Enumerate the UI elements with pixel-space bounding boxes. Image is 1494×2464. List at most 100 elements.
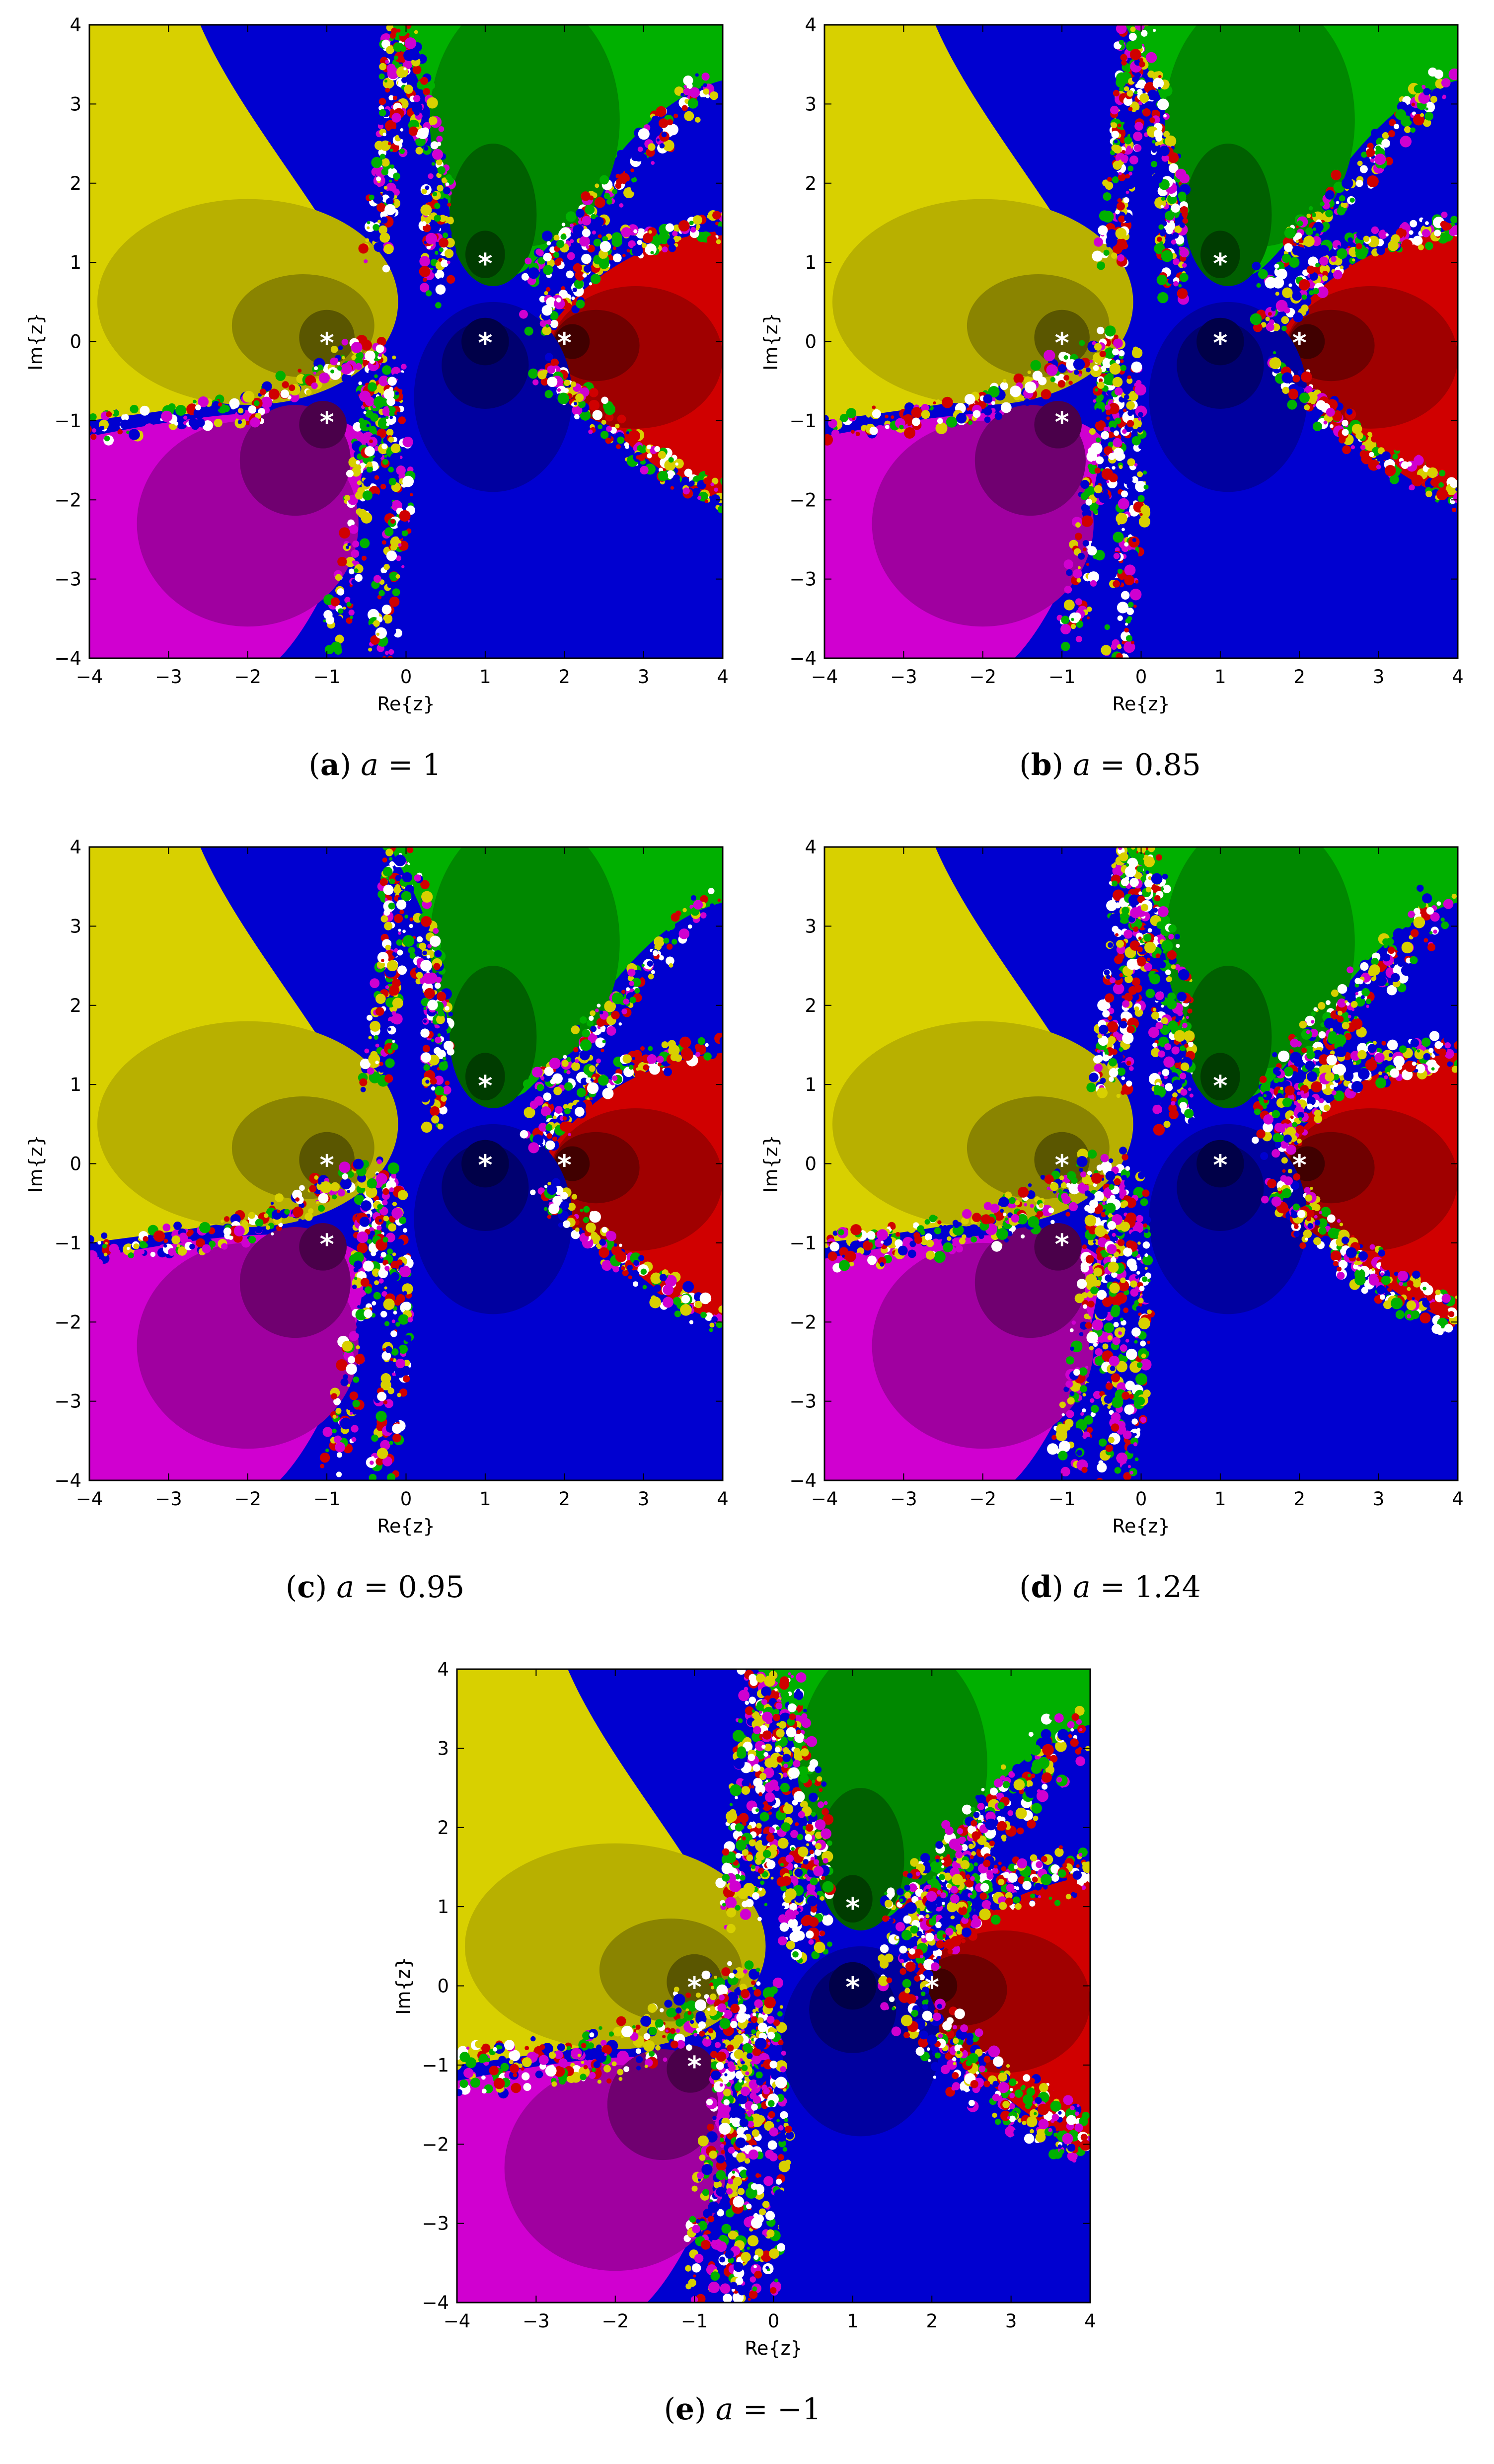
boundary-dot xyxy=(1094,237,1103,247)
boundary-dot xyxy=(218,402,222,406)
boundary-dot xyxy=(358,382,362,385)
boundary-dot xyxy=(357,1232,368,1243)
boundary-dot xyxy=(430,237,434,241)
boundary-dot xyxy=(872,409,881,418)
boundary-dot xyxy=(1376,246,1385,255)
boundary-dot xyxy=(1450,216,1458,224)
boundary-dot xyxy=(1342,420,1348,426)
boundary-dot xyxy=(547,366,555,374)
boundary-dot xyxy=(331,641,341,652)
boundary-dot xyxy=(1132,77,1138,82)
boundary-dot xyxy=(885,425,890,429)
boundary-dot xyxy=(421,916,432,927)
boundary-dot xyxy=(1430,96,1437,103)
boundary-dot xyxy=(1371,227,1379,234)
boundary-dot xyxy=(647,960,653,966)
boundary-dot xyxy=(1089,1073,1098,1082)
boundary-dot xyxy=(573,288,577,292)
boundary-dot xyxy=(580,1050,590,1060)
boundary-dot xyxy=(1087,616,1090,619)
boundary-dot xyxy=(83,414,89,420)
boundary-dot xyxy=(1157,275,1167,285)
boundary-dot xyxy=(584,265,592,273)
boundary-dot xyxy=(428,173,433,179)
boundary-dot xyxy=(680,1304,692,1316)
boundary-dot xyxy=(1180,248,1189,257)
boundary-dot xyxy=(1163,1057,1175,1068)
boundary-dot xyxy=(1288,283,1292,287)
boundary-dot xyxy=(695,1052,700,1057)
boundary-dot xyxy=(595,197,605,208)
boundary-dot xyxy=(375,994,386,1004)
boundary-dot xyxy=(1120,1021,1127,1029)
boundary-dot xyxy=(675,462,678,466)
boundary-dot xyxy=(447,261,450,264)
boundary-dot xyxy=(1028,371,1031,374)
boundary-dot xyxy=(1374,154,1386,165)
boundary-dot xyxy=(619,1244,622,1247)
boundary-dot xyxy=(1158,87,1161,90)
boundary-dot xyxy=(389,1187,394,1192)
boundary-dot xyxy=(353,1159,364,1170)
boundary-dot xyxy=(1449,69,1461,80)
boundary-dot xyxy=(1392,454,1398,460)
root-marker: * xyxy=(1054,406,1069,439)
boundary-dot xyxy=(168,403,175,411)
boundary-dot xyxy=(383,885,394,895)
boundary-dot xyxy=(589,196,594,201)
boundary-dot xyxy=(357,1289,366,1298)
boundary-dot xyxy=(325,1449,329,1452)
boundary-dot xyxy=(120,420,130,429)
boundary-dot xyxy=(352,1400,360,1407)
boundary-dot xyxy=(394,56,398,60)
boundary-dot xyxy=(632,1057,635,1060)
boundary-dot xyxy=(1292,375,1300,382)
boundary-dot xyxy=(1086,368,1091,373)
boundary-dot xyxy=(391,1013,402,1024)
boundary-dot xyxy=(392,1202,397,1206)
boundary-dot xyxy=(354,1261,362,1269)
boundary-dot xyxy=(409,924,413,928)
boundary-dot xyxy=(611,1011,619,1019)
boundary-dot xyxy=(664,1068,672,1076)
boundary-dot xyxy=(379,1062,383,1066)
boundary-dot xyxy=(1112,1049,1118,1055)
boundary-dot xyxy=(440,1029,447,1036)
boundary-dot xyxy=(1145,989,1155,998)
boundary-dot xyxy=(189,1244,195,1250)
boundary-dot xyxy=(579,420,585,426)
y-tick-label: 0 xyxy=(70,331,81,353)
boundary-dot xyxy=(1288,388,1298,398)
boundary-dot xyxy=(1324,421,1328,425)
boundary-dot xyxy=(688,98,698,108)
root-marker: * xyxy=(319,406,334,439)
boundary-dot xyxy=(367,221,371,225)
boundary-dot xyxy=(1111,644,1117,650)
boundary-dot xyxy=(1172,1046,1180,1054)
y-tick-label: 1 xyxy=(70,1074,81,1095)
boundary-dot xyxy=(616,444,621,449)
boundary-dot xyxy=(1119,86,1124,92)
boundary-dot xyxy=(591,274,601,284)
boundary-dot xyxy=(1179,182,1182,185)
boundary-dot xyxy=(398,932,401,935)
boundary-dot xyxy=(382,1237,388,1242)
boundary-dot xyxy=(1105,960,1114,969)
boundary-dot xyxy=(1122,634,1125,637)
boundary-dot xyxy=(693,900,703,910)
boundary-dot xyxy=(846,408,857,418)
boundary-dot xyxy=(1366,148,1375,157)
boundary-dot xyxy=(577,1088,586,1097)
boundary-dot xyxy=(1153,1124,1165,1135)
boundary-dot xyxy=(852,433,856,437)
boundary-dot xyxy=(547,1215,551,1219)
boundary-dot xyxy=(356,461,360,464)
boundary-dot xyxy=(413,133,416,136)
boundary-dot xyxy=(866,413,871,417)
boundary-dot xyxy=(89,413,97,421)
boundary-dot xyxy=(1440,221,1447,228)
boundary-dot xyxy=(549,1058,561,1069)
boundary-dot xyxy=(338,1189,345,1197)
boundary-dot xyxy=(1126,635,1132,642)
boundary-dot xyxy=(355,363,362,370)
